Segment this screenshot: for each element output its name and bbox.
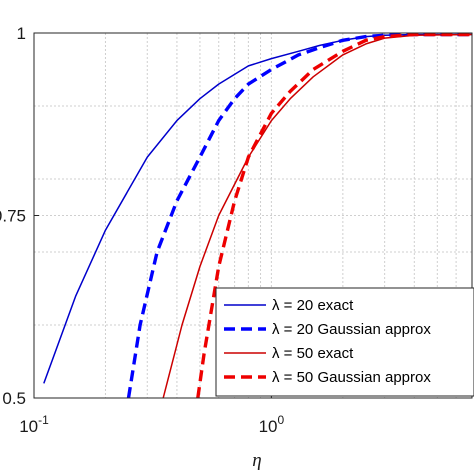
y-tick-label-2: 0.75: [0, 207, 26, 226]
ticks: 10-1 100 1 0.75 0.5: [0, 24, 285, 436]
series-layer: [43, 32, 473, 399]
legend: λ = 20 exact λ = 20 Gaussian approx λ = 50…: [215, 287, 474, 397]
legend-label-1: λ = 20 exact: [272, 297, 354, 314]
x-tick-label-1: 10-1: [19, 413, 49, 436]
legend-label-4: λ = 50 Gaussian approx: [272, 369, 431, 386]
series-line-2: [126, 32, 472, 399]
y-tick-label-3: 0.5: [2, 389, 26, 408]
series-line-4: [196, 32, 472, 399]
legend-label-2: λ = 20 Gaussian approx: [272, 321, 431, 338]
x-axis-label: η: [252, 450, 261, 471]
y-tick-label-1: 1: [17, 24, 26, 43]
x-tick-label-2: 100: [259, 413, 285, 436]
legend-label-3: λ = 50 exact: [272, 345, 354, 362]
